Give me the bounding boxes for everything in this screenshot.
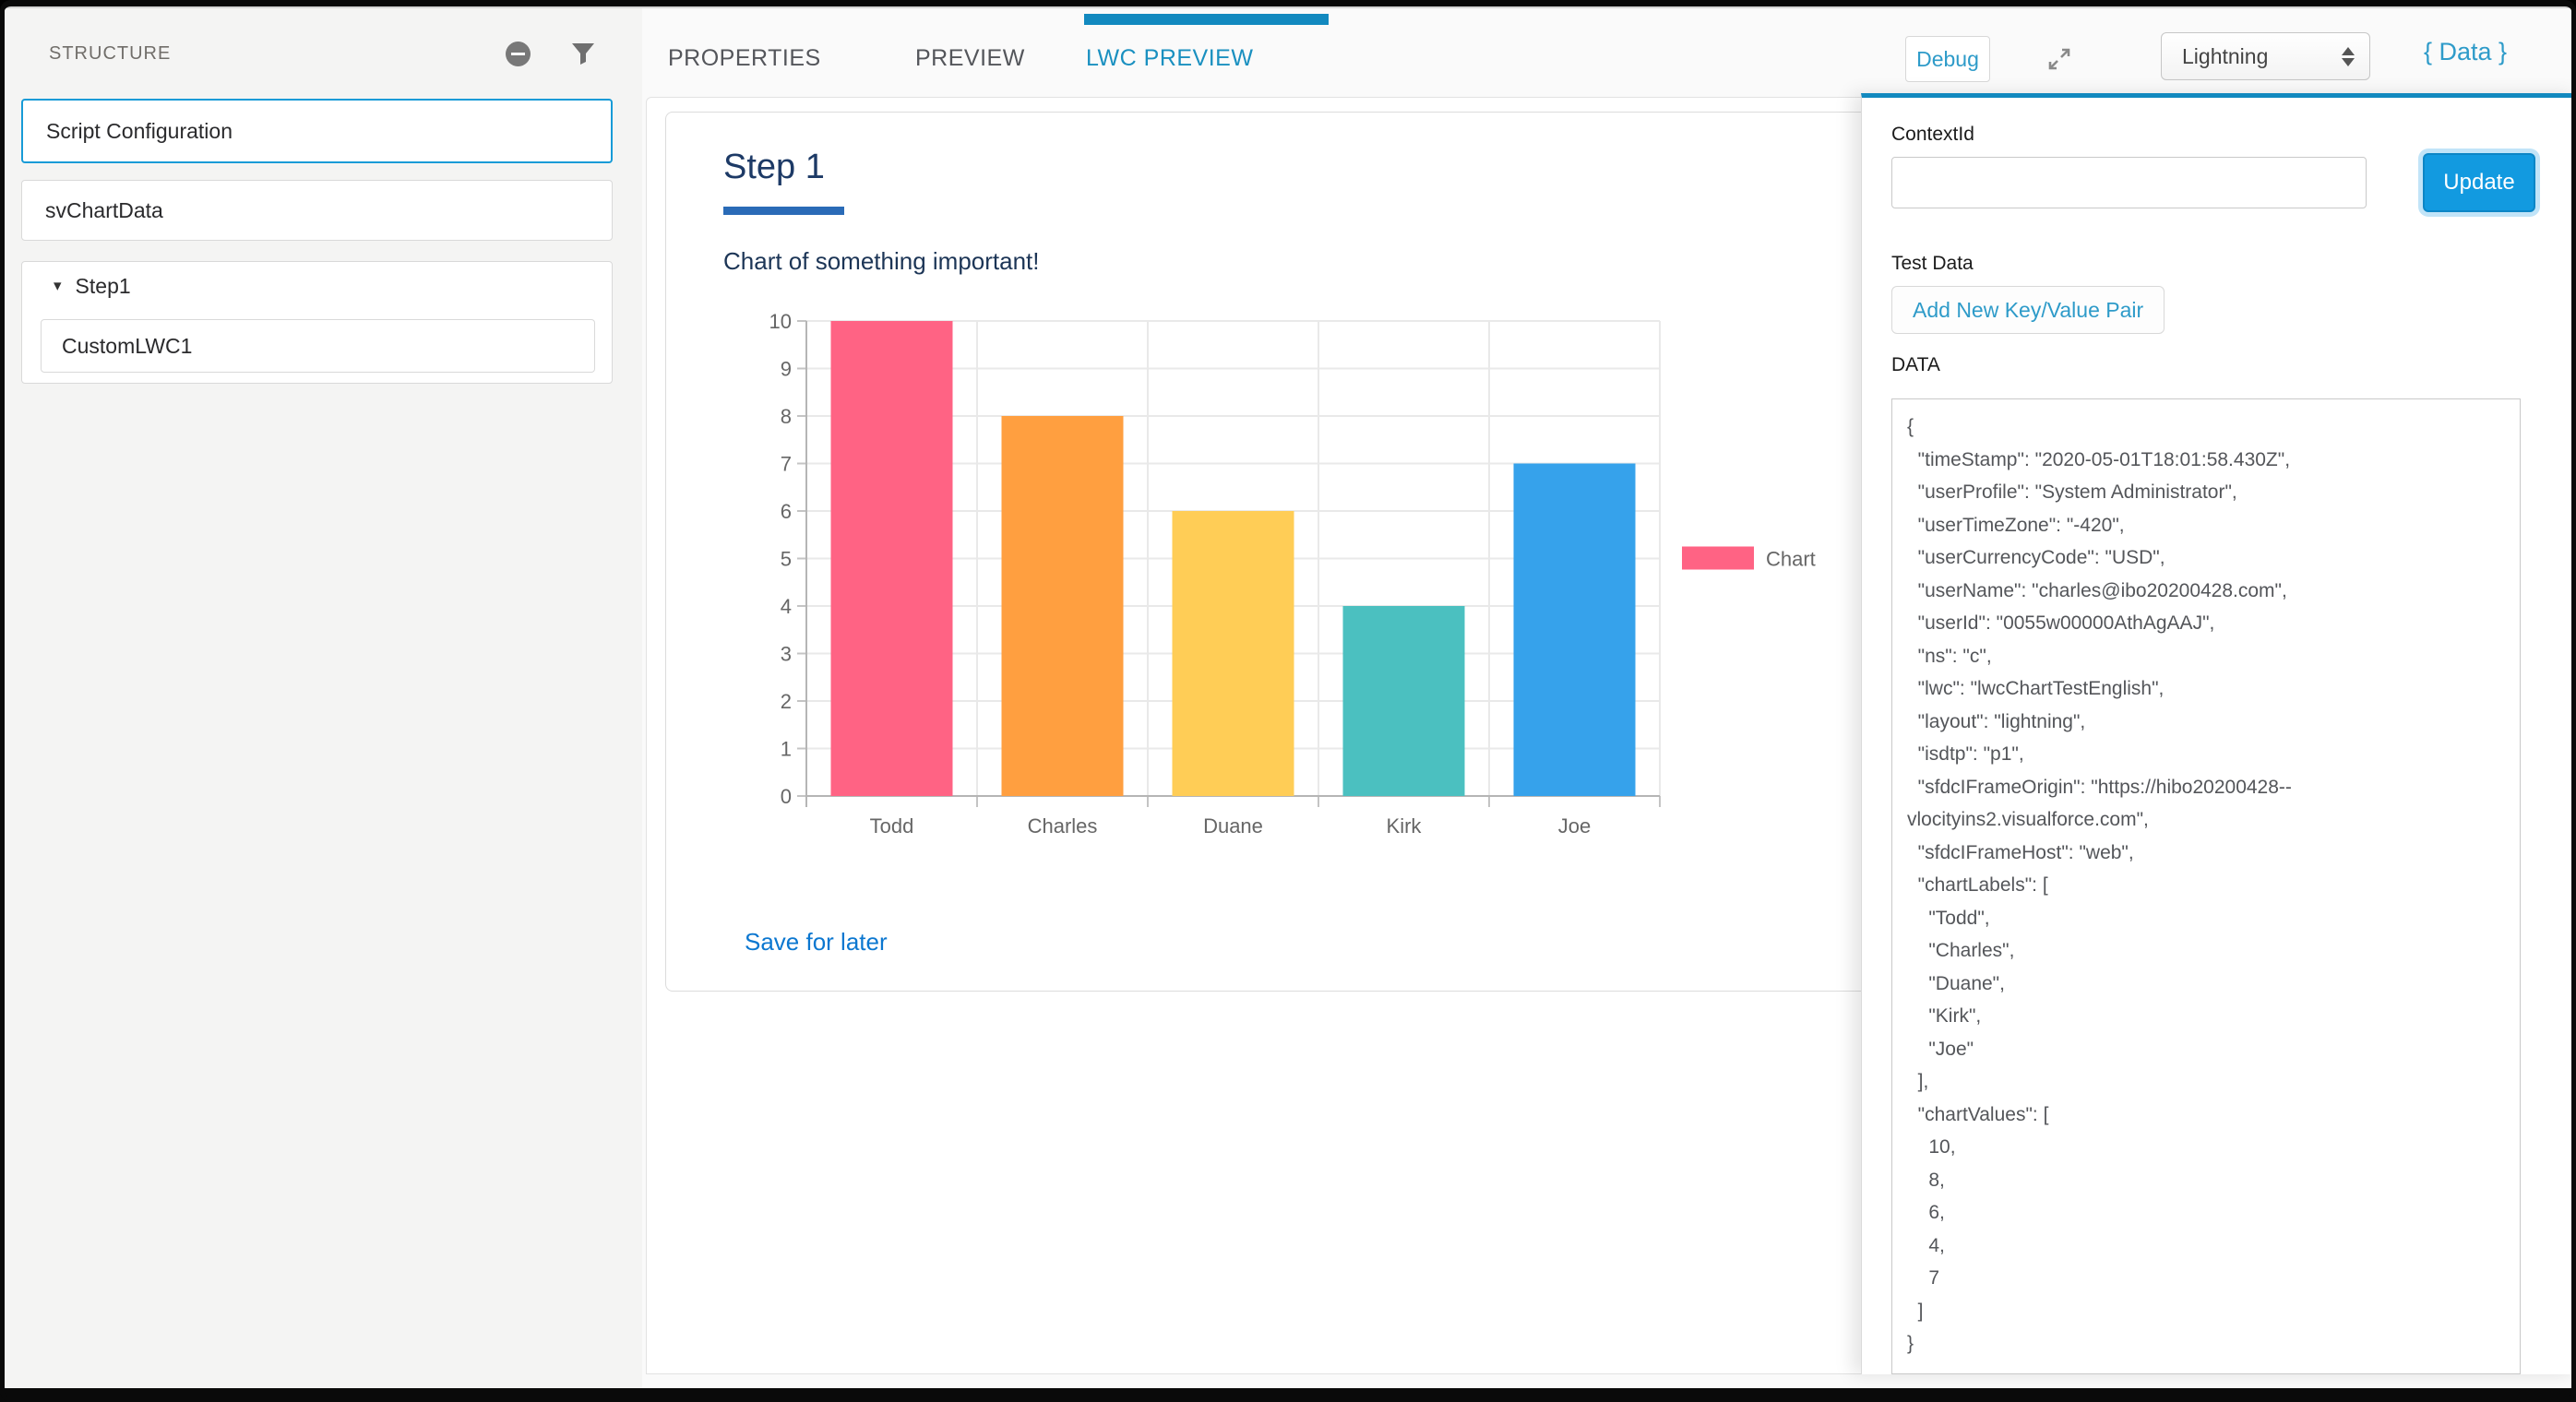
data-json-content: { "timeStamp": "2020-05-01T18:01:58.430Z… — [1907, 416, 2292, 1354]
svg-text:0: 0 — [781, 785, 792, 808]
save-for-later-link[interactable]: Save for later — [745, 928, 888, 956]
data-json-editor[interactable]: { "timeStamp": "2020-05-01T18:01:58.430Z… — [1891, 398, 2521, 1374]
debug-data-panel: ContextId Update Test Data Add New Key/V… — [1861, 93, 2571, 1374]
sidebar-item-script-configuration[interactable]: Script Configuration — [21, 99, 613, 163]
svg-text:9: 9 — [781, 358, 792, 381]
svg-text:8: 8 — [781, 405, 792, 428]
svg-text:Charles: Charles — [1028, 814, 1098, 838]
sidebar-group-step1-header[interactable]: ▾ Step1 — [22, 262, 131, 310]
contextid-input[interactable] — [1891, 157, 2367, 208]
caret-down-icon[interactable]: ▾ — [54, 277, 62, 294]
filter-icon[interactable] — [570, 41, 596, 66]
sidebar-group-step1: ▾ Step1 CustomLWC1 — [21, 261, 613, 384]
data-link[interactable]: { Data } — [2424, 38, 2508, 65]
sidebar-group-label: Step1 — [75, 273, 131, 298]
step-card: Step 1 Chart of something important! 0 1 2… — [665, 112, 1951, 992]
tab-preview[interactable]: PREVIEW — [915, 45, 1025, 71]
svg-text:2: 2 — [781, 690, 792, 713]
svg-text:7: 7 — [781, 453, 792, 476]
collapse-all-icon[interactable] — [506, 42, 531, 66]
structure-sidebar: STRUCTURE Script Configuration svChartDa… — [5, 8, 642, 1388]
svg-text:4: 4 — [781, 595, 792, 618]
layout-select-value: Lightning — [2182, 43, 2269, 68]
sidebar-item-label: svChartData — [45, 197, 163, 222]
sidebar-item-svchartdata[interactable]: svChartData — [21, 180, 613, 241]
expand-diagonal-icon[interactable] — [2044, 43, 2075, 75]
sidebar-item-label: Script Configuration — [46, 118, 233, 143]
tab-lwc-preview[interactable]: LWC PREVIEW — [1086, 45, 1254, 71]
tab-properties[interactable]: PROPERTIES — [668, 45, 821, 71]
debug-button[interactable]: Debug — [1905, 36, 1990, 82]
add-key-value-button[interactable]: Add New Key/Value Pair — [1891, 286, 2165, 334]
step-title-underline — [723, 207, 844, 215]
app-window: STRUCTURE Script Configuration svChartDa… — [5, 6, 2571, 1388]
svg-text:Kirk: Kirk — [1387, 814, 1423, 838]
structure-title: STRUCTURE — [49, 43, 172, 64]
layout-select[interactable]: Lightning — [2161, 32, 2370, 80]
svg-text:Chart: Chart — [1766, 548, 1816, 571]
svg-text:5: 5 — [781, 548, 792, 571]
svg-text:1: 1 — [781, 738, 792, 761]
svg-text:3: 3 — [781, 643, 792, 666]
svg-text:10: 10 — [769, 310, 792, 333]
svg-text:Joe: Joe — [1558, 814, 1591, 838]
svg-text:Todd: Todd — [870, 814, 914, 838]
test-data-label: Test Data — [1891, 253, 1974, 274]
sidebar-item-label: CustomLWC1 — [62, 333, 193, 358]
svg-text:6: 6 — [781, 500, 792, 523]
bar-chart: 0 1 2 3 4 5 6 7 8 9 10 Todd Charles Duane Kirk Joe Chart — [722, 306, 1893, 869]
chart-caption: Chart of something important! — [723, 247, 1040, 275]
svg-text:Duane: Duane — [1203, 814, 1263, 838]
data-section-label: DATA — [1891, 354, 1940, 375]
sidebar-item-customlwc1[interactable]: CustomLWC1 — [41, 319, 595, 373]
step-title: Step 1 — [723, 148, 825, 186]
update-button[interactable]: Update — [2423, 153, 2535, 212]
active-tab-indicator — [1084, 14, 1329, 25]
select-arrows-icon — [2342, 46, 2355, 66]
contextid-label: ContextId — [1891, 124, 1974, 145]
window-bottom-bar — [0, 1388, 2576, 1402]
